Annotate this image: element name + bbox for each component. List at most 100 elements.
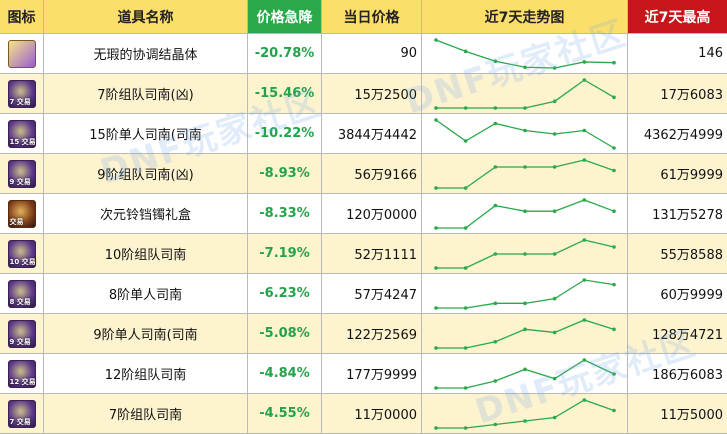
icon-badge: 15 交易 [9, 137, 36, 146]
icon-badge: 9 交易 [9, 337, 31, 346]
trend-point [493, 301, 498, 305]
trend-point [463, 425, 468, 430]
price-drop: -8.33% [248, 194, 322, 234]
trend-point [582, 397, 587, 402]
price-drop: -7.19% [248, 234, 322, 274]
table-row[interactable]: 12 交易 12阶组队司南 -4.84% 177万9999 186万6083 [0, 354, 727, 394]
trend-point [582, 317, 587, 322]
trend-point [612, 408, 616, 412]
trend-point [552, 330, 557, 334]
icon-badge: 交易 [9, 217, 24, 226]
header-max[interactable]: 近7天最高 [628, 0, 727, 34]
price-drop-value: -20.78% [254, 46, 315, 61]
icon-cell[interactable]: 7 交易 [0, 394, 44, 434]
icon-cell[interactable]: 9 交易 [0, 314, 44, 354]
table-row[interactable]: 15 交易 15阶单人司南(司南 -10.22% 3844万4442 4362万4999 [0, 114, 727, 154]
trend-point [523, 418, 527, 423]
table-row[interactable]: 9 交易 9阶单人司南(司南 -5.08% 122万2569 128万4721 [0, 314, 727, 354]
table-row[interactable]: 交易 次元铃铛镯礼盒 -8.33% 120万0000 131万5278 [0, 194, 727, 234]
item-name[interactable]: 15阶单人司南(司南 [44, 114, 248, 154]
price-drop: -15.46% [248, 74, 322, 114]
table-row[interactable]: 7 交易 7阶组队司南(凶) -15.46% 15万2500 17万6083 [0, 74, 727, 114]
trend-point [552, 296, 557, 300]
sinan-icon: 7 交易 [7, 399, 36, 428]
trend-point [552, 164, 557, 169]
table-row[interactable]: 8 交易 8阶单人司南 -6.23% 57万4247 60万9999 [0, 274, 727, 314]
current-price: 56万9166 [322, 154, 422, 194]
max-price: 186万6083 [628, 354, 727, 394]
price-drop-value: -4.84% [259, 366, 310, 381]
trend-point [523, 64, 527, 69]
header-icon[interactable]: 图标 [0, 0, 44, 34]
item-name[interactable]: 7阶组队司南(凶) [44, 74, 248, 114]
item-name[interactable]: 无瑕的协调结晶体 [44, 34, 248, 74]
item-name[interactable]: 12阶组队司南 [44, 354, 248, 394]
current-price: 120万0000 [322, 194, 422, 234]
trend-point [463, 225, 468, 230]
icon-cell[interactable]: 9 交易 [0, 154, 44, 194]
trend-point [493, 251, 498, 256]
sinan-icon: 9 交易 [7, 319, 36, 348]
header-price[interactable]: 当日价格 [322, 0, 422, 34]
item-name[interactable]: 10阶组队司南 [44, 234, 248, 274]
item-name[interactable]: 9阶组队司南(凶) [44, 154, 248, 194]
table-row[interactable]: 9 交易 9阶组队司南(凶) -8.93% 56万9166 61万9999 [0, 154, 727, 194]
item-name[interactable]: 9阶单人司南(司南 [44, 314, 248, 354]
trend-point [612, 244, 616, 249]
item-name[interactable]: 7阶组队司南 [44, 394, 248, 434]
trend-point [523, 367, 527, 371]
trend-point [612, 208, 616, 213]
table-row[interactable]: 无瑕的协调结晶体 -20.78% 90 146 [0, 34, 727, 74]
header-name[interactable]: 道具名称 [44, 0, 248, 34]
trend-point [463, 185, 468, 190]
max-price: 17万6083 [628, 74, 727, 114]
trend-point [434, 117, 438, 122]
trend-cell [422, 194, 628, 234]
trend-point [434, 225, 438, 230]
price-drop: -4.55% [248, 394, 322, 434]
price-drop-value: -10.22% [254, 126, 315, 141]
max-price: 11万5000 [628, 394, 727, 434]
icon-cell[interactable] [0, 34, 44, 74]
icon-cell[interactable]: 15 交易 [0, 114, 44, 154]
trend-cell [422, 314, 628, 354]
icon-badge: 12 交易 [9, 377, 36, 386]
trend-point [523, 327, 527, 331]
icon-cell[interactable]: 7 交易 [0, 74, 44, 114]
trend-point [434, 345, 438, 350]
item-name[interactable]: 8阶单人司南 [44, 274, 248, 314]
price-drop: -10.22% [248, 114, 322, 154]
icon-badge: 7 交易 [9, 417, 31, 426]
max-price: 55万8588 [628, 234, 727, 274]
trend-point [493, 105, 498, 110]
trend-cell [422, 154, 628, 194]
table-row[interactable]: 7 交易 7阶组队司南 -4.55% 11万0000 11万5000 [0, 394, 727, 434]
trend-line [436, 158, 615, 189]
trend-point [582, 77, 587, 82]
max-price: 4362万4999 [628, 114, 727, 154]
icon-cell[interactable]: 10 交易 [0, 234, 44, 274]
icon-cell[interactable]: 8 交易 [0, 274, 44, 314]
icon-cell[interactable]: 12 交易 [0, 354, 44, 394]
price-drop: -6.23% [248, 274, 322, 314]
icon-cell[interactable]: 交易 [0, 194, 44, 234]
trend-point [582, 128, 587, 132]
trend-point [523, 251, 527, 256]
trend-point [434, 37, 438, 42]
sinan-icon: 8 交易 [7, 279, 36, 308]
trend-cell [422, 34, 628, 74]
item-name[interactable]: 次元铃铛镯礼盒 [44, 194, 248, 234]
table-row[interactable]: 10 交易 10阶组队司南 -7.19% 52万1111 55万8588 [0, 234, 727, 274]
header-trend[interactable]: 近7天走势图 [422, 0, 628, 34]
trend-line [436, 78, 615, 109]
sinan-icon: 9 交易 [7, 159, 36, 188]
trend-point [582, 277, 587, 282]
trend-sparkline [434, 317, 616, 350]
trend-point [434, 425, 438, 430]
trend-point [463, 49, 468, 53]
icon-badge: 8 交易 [9, 297, 31, 306]
header-drop[interactable]: 价格急降 [248, 0, 322, 34]
current-price: 11万0000 [322, 394, 422, 434]
max-price: 61万9999 [628, 154, 727, 194]
